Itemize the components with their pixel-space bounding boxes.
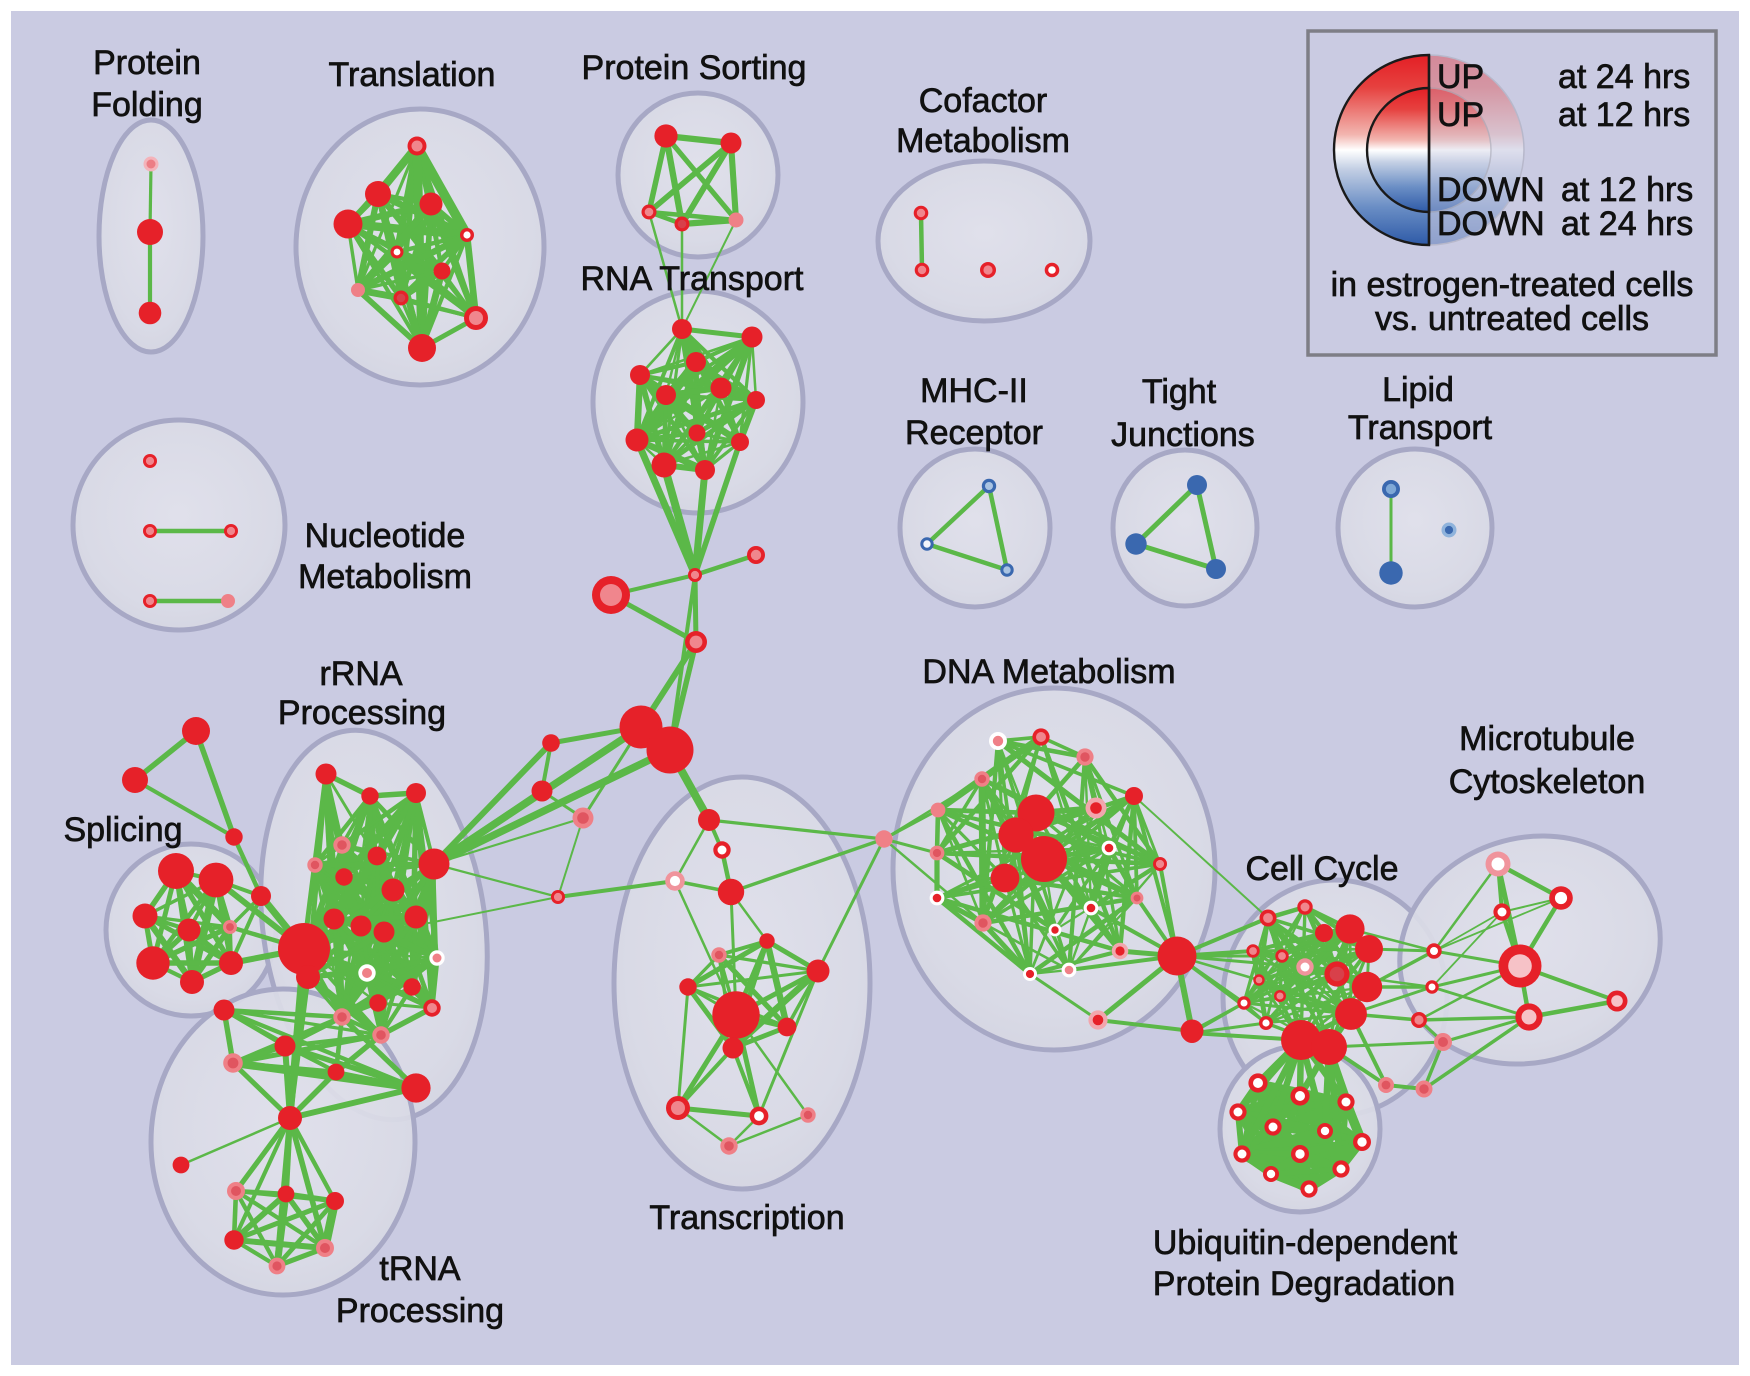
svg-text:Splicing: Splicing bbox=[63, 811, 182, 849]
svg-text:UP: UP bbox=[1437, 96, 1484, 134]
svg-text:at 24 hrs: at 24 hrs bbox=[1558, 58, 1690, 96]
svg-text:RNA Transport: RNA Transport bbox=[581, 260, 805, 298]
svg-text:Metabolism: Metabolism bbox=[298, 558, 472, 596]
svg-text:at 12 hrs: at 12 hrs bbox=[1561, 171, 1693, 209]
svg-text:Cell Cycle: Cell Cycle bbox=[1245, 850, 1398, 888]
svg-text:DNA Metabolism: DNA Metabolism bbox=[922, 653, 1175, 691]
svg-text:Protein: Protein bbox=[93, 44, 201, 82]
svg-text:Processing: Processing bbox=[336, 1292, 504, 1330]
svg-text:Metabolism: Metabolism bbox=[896, 122, 1070, 160]
svg-text:MHC-II: MHC-II bbox=[920, 372, 1028, 410]
svg-text:Nucleotide: Nucleotide bbox=[305, 517, 466, 555]
svg-text:in estrogen-treated cells: in estrogen-treated cells bbox=[1331, 266, 1694, 304]
svg-text:Cytoskeleton: Cytoskeleton bbox=[1449, 763, 1646, 801]
svg-text:at 24 hrs: at 24 hrs bbox=[1561, 205, 1693, 243]
svg-text:Ubiquitin-dependent: Ubiquitin-dependent bbox=[1153, 1224, 1458, 1262]
svg-text:Transport: Transport bbox=[1348, 409, 1493, 447]
svg-text:DOWN: DOWN bbox=[1437, 171, 1545, 209]
svg-text:DOWN: DOWN bbox=[1437, 205, 1545, 243]
svg-text:UP: UP bbox=[1437, 58, 1484, 96]
svg-text:Receptor: Receptor bbox=[905, 414, 1043, 452]
svg-text:Folding: Folding bbox=[91, 86, 203, 124]
svg-text:rRNA: rRNA bbox=[319, 655, 402, 693]
svg-text:Processing: Processing bbox=[278, 694, 446, 732]
svg-text:vs. untreated cells: vs. untreated cells bbox=[1375, 300, 1649, 338]
svg-text:Lipid: Lipid bbox=[1382, 371, 1454, 409]
svg-text:tRNA: tRNA bbox=[379, 1250, 461, 1288]
svg-text:Cofactor: Cofactor bbox=[919, 82, 1048, 120]
svg-text:at 12 hrs: at 12 hrs bbox=[1558, 96, 1690, 134]
svg-text:Protein Degradation: Protein Degradation bbox=[1153, 1265, 1455, 1303]
svg-text:Tight: Tight bbox=[1142, 373, 1217, 411]
svg-text:Translation: Translation bbox=[329, 56, 496, 94]
svg-text:Microtubule: Microtubule bbox=[1459, 720, 1635, 758]
svg-text:Transcription: Transcription bbox=[649, 1199, 844, 1237]
svg-text:Protein Sorting: Protein Sorting bbox=[582, 49, 807, 87]
svg-text:Junctions: Junctions bbox=[1111, 416, 1255, 454]
